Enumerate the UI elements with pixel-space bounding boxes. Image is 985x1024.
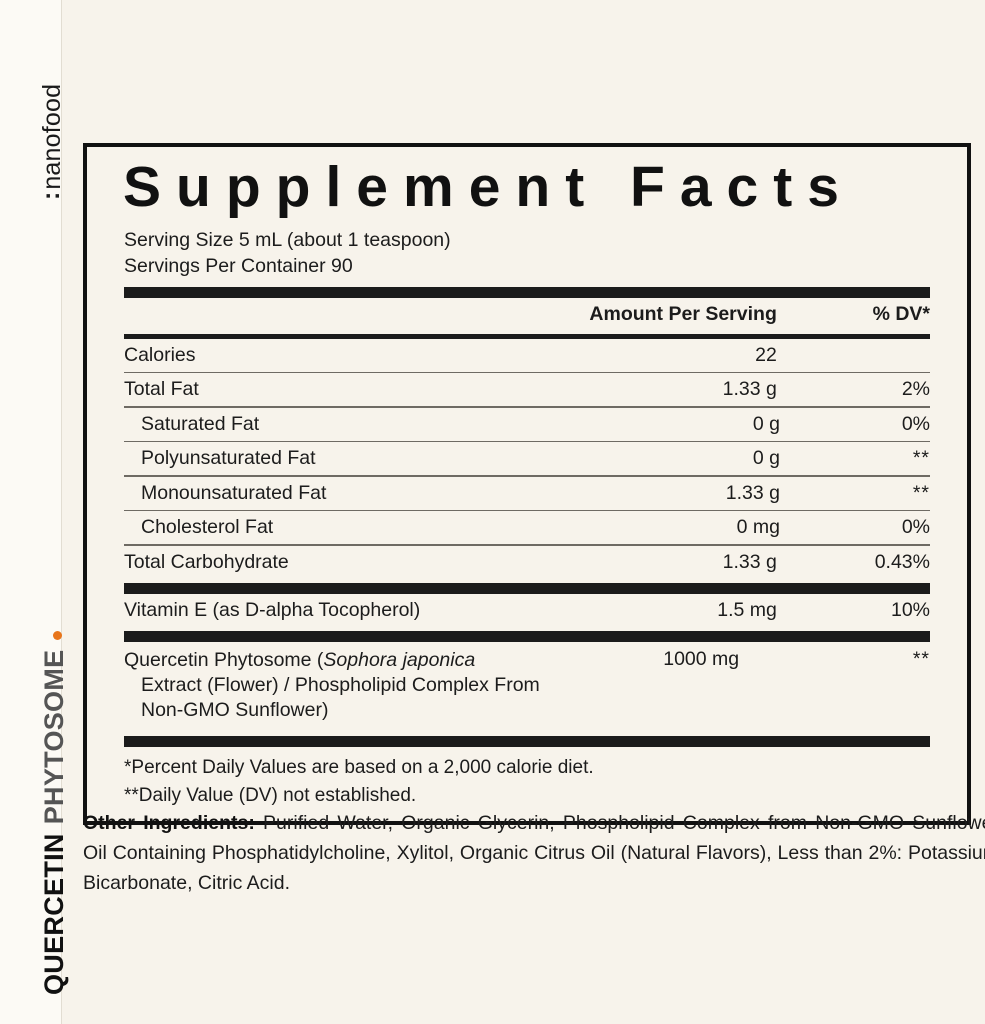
row-name: Polyunsaturated Fat <box>141 447 316 470</box>
row-amount: 1.33 g <box>725 481 781 504</box>
header-percent-dv: % DV* <box>872 302 930 325</box>
footnote-percent-daily-value: *Percent Daily Values are based on a 2,0… <box>124 757 594 779</box>
table-row: Calories 22 <box>124 339 930 372</box>
quercetin-name-line3: Non-GMO Sunflower) <box>141 698 329 721</box>
table-row: Total Fat 1.33 g 2% <box>124 373 930 406</box>
nutrients-table-5: Monounsaturated Fat 1.33 g ** <box>124 477 930 510</box>
other-ingredients-text: Purified Water, Organic Glycerin, Phosph… <box>83 812 985 895</box>
accent-dot-icon <box>53 630 62 640</box>
row-amount: 1.33 g <box>722 378 777 401</box>
rule-thin-5 <box>124 509 930 512</box>
page-title: Supplement Facts <box>123 155 854 219</box>
vitamin-table: Vitamin E (as D-alpha Tocopherol) 1.5 mg… <box>124 594 930 627</box>
facts-header-table: Amount Per Serving % DV* <box>124 298 930 331</box>
nutrients-table-6: Cholesterol Fat 0 mg 0% <box>124 511 930 544</box>
table-row: Saturated Fat 0 g 0% <box>124 408 930 441</box>
row-name: Quercetin Phytosome (Sophora japonica Ex… <box>124 642 551 729</box>
row-name: Saturated Fat <box>141 412 260 435</box>
footnote-dv-not-established: **Daily Value (DV) not established. <box>124 784 417 806</box>
table-row: Total Carbohydrate 1.33 g 0.43% <box>124 546 930 579</box>
row-dv: ** <box>912 447 930 470</box>
servings-per-container-text: Servings Per Container 90 <box>124 254 353 277</box>
brand-logo: : nanofood <box>37 83 66 200</box>
table-row: Monounsaturated Fat 1.33 g ** <box>124 477 930 510</box>
table-row-vitamin-e: Vitamin E (as D-alpha Tocopherol) 1.5 mg… <box>124 594 930 627</box>
row-dv: 0.43% <box>874 550 930 573</box>
row-name: Monounsaturated Fat <box>141 481 327 504</box>
row-amount: 0 mg <box>736 516 781 539</box>
row-name: Cholesterol Fat <box>141 516 274 539</box>
label-content: Supplement Facts Serving Size 5 mL (abou… <box>63 0 985 1024</box>
header-amount-per-serving: Amount Per Serving <box>589 302 777 325</box>
rule-thick-before-footnotes <box>124 736 930 748</box>
nutrients-table-7: Total Carbohydrate 1.33 g 0.43% <box>124 546 930 579</box>
row-dv: ** <box>912 481 930 504</box>
table-row: Polyunsaturated Fat 0 g ** <box>124 442 930 475</box>
row-dv: 2% <box>901 378 930 401</box>
rule-thin-3 <box>124 440 930 443</box>
row-dv <box>777 339 930 372</box>
row-amount: 22 <box>755 343 777 366</box>
rule-thick-before-quercetin <box>124 630 930 642</box>
rule-thick-before-vitamin <box>124 582 930 594</box>
table-header-row: Amount Per Serving % DV* <box>124 298 930 331</box>
quercetin-name-line2: Extract (Flower) / Phospholipid Complex … <box>141 673 540 696</box>
nutrients-table-2: Total Fat 1.33 g 2% <box>124 373 930 406</box>
row-dv: ** <box>912 647 930 670</box>
header-spacer <box>124 298 575 331</box>
row-amount: 1.33 g <box>722 550 777 573</box>
row-amount: 1000 mg <box>663 647 740 670</box>
rule-thin-1 <box>124 371 930 374</box>
row-amount: 0 g <box>752 447 781 470</box>
quercetin-botanical-name: Sophora japonica <box>323 648 476 671</box>
footnotes-block: *Percent Daily Values are based on a 2,0… <box>105 747 949 811</box>
nutrients-table-3: Saturated Fat 0 g 0% <box>124 408 930 441</box>
rule-thin-4 <box>124 475 930 477</box>
rule-thick-top <box>124 286 930 298</box>
row-name: Vitamin E (as D-alpha Tocopherol) <box>124 598 421 621</box>
other-ingredients-block: Other Ingredients: Purified Water, Organ… <box>83 808 985 899</box>
row-name: Total Carbohydrate <box>124 550 289 573</box>
row-dv: 0% <box>901 412 930 435</box>
row-amount: 0 g <box>752 412 781 435</box>
rule-thin-2 <box>124 406 930 408</box>
quercetin-name-part1: Quercetin Phytosome ( <box>124 648 324 671</box>
row-amount: 1.5 mg <box>717 598 777 621</box>
row-name: Calories <box>124 343 196 366</box>
rule-thin-6 <box>124 544 930 546</box>
brand-name-text: nanofood <box>38 83 66 190</box>
table-row-quercetin-phytosome: Quercetin Phytosome (Sophora japonica Ex… <box>124 642 930 729</box>
serving-size-text: Serving Size 5 mL (about 1 teaspoon) <box>124 228 451 251</box>
nutrients-table: Calories 22 <box>124 339 930 372</box>
supplement-facts-panel: Supplement Facts Serving Size 5 mL (abou… <box>83 143 971 826</box>
table-row: Cholesterol Fat 0 mg 0% <box>124 511 930 544</box>
nutrients-table-4: Polyunsaturated Fat 0 g ** <box>124 442 930 475</box>
row-dv: 0% <box>901 516 930 539</box>
left-spine-panel: : nanofood QUERCETIN PHYTOSOME <box>0 0 69 1024</box>
other-ingredients-label: Other Ingredients: <box>83 812 255 834</box>
quercetin-table: Quercetin Phytosome (Sophora japonica Ex… <box>124 642 930 729</box>
row-name: Total Fat <box>124 378 199 401</box>
brand-colon-mark: : <box>37 192 65 200</box>
row-dv: 10% <box>890 598 930 621</box>
rule-med-under-header <box>124 333 930 339</box>
